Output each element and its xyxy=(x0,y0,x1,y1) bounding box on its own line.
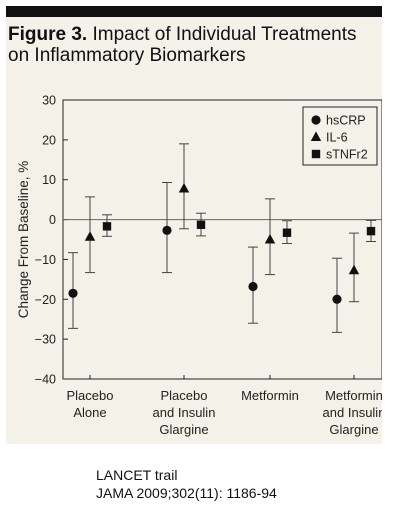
y-axis-label: Change From Baseline, % xyxy=(16,161,31,319)
x-category-label: Placebo xyxy=(67,388,114,403)
caption-line2: JAMA 2009;302(11): 1186-94 xyxy=(96,485,277,501)
y-tick-label: 20 xyxy=(42,133,56,147)
figure-number: Figure 3. xyxy=(8,24,88,45)
y-tick-label: −20 xyxy=(35,293,56,307)
figure-top-bar xyxy=(6,6,382,17)
x-category-label: Metformin xyxy=(241,388,299,403)
figure-title: Figure 3. Impact of Individual Treatment… xyxy=(8,24,380,66)
legend-marker-il6 xyxy=(310,131,322,141)
figure-panel: Figure 3. Impact of Individual Treatment… xyxy=(6,6,382,444)
legend-marker-stnfr2 xyxy=(311,149,321,159)
data-point-stnfr2 xyxy=(102,222,112,231)
caption: LANCET trail JAMA 2009;302(11): 1186-94 xyxy=(96,466,277,502)
data-point-il6 xyxy=(178,182,190,193)
legend-label: sTNFr2 xyxy=(326,148,368,162)
x-category-label: Glargine xyxy=(159,422,208,437)
data-point-il6 xyxy=(84,231,96,241)
chart-plot: 30 20 10 0 −10 −20 −30 −40 Change From Baseline,… xyxy=(16,94,382,437)
caption-line1: LANCET trail xyxy=(96,467,178,483)
data-point-hscrp xyxy=(248,281,258,292)
legend-label: hsCRP xyxy=(326,114,366,128)
x-category-label: Glargine xyxy=(329,422,378,437)
x-category-label: Placebo xyxy=(161,388,208,403)
x-category-label: and Insulin xyxy=(323,405,382,420)
plot-frame xyxy=(62,99,382,380)
y-tick-label: −10 xyxy=(35,253,56,267)
y-tick-label: 10 xyxy=(42,173,56,187)
figure-title-line2: on Inflammatory Biomarkers xyxy=(8,45,246,66)
data-point-hscrp xyxy=(68,288,78,298)
data-point-il6 xyxy=(264,233,276,244)
data-point-stnfr2 xyxy=(196,220,206,229)
y-tick-label: 0 xyxy=(49,213,56,227)
data-point-hscrp xyxy=(332,294,342,304)
y-tick-label: −40 xyxy=(35,373,56,387)
data-point-stnfr2 xyxy=(366,226,376,236)
figure-title-line1: Impact of Individual Treatments xyxy=(92,24,357,45)
y-tick-label: −30 xyxy=(35,333,56,347)
data-point-stnfr2 xyxy=(282,228,292,237)
x-category-label: Alone xyxy=(73,405,106,420)
legend-label: IL-6 xyxy=(326,131,348,145)
x-category-label: and Insulin xyxy=(153,405,216,420)
y-tick-label: 30 xyxy=(42,94,56,108)
data-point-il6 xyxy=(348,264,360,275)
legend-marker-hscrp xyxy=(311,115,321,125)
x-category-label: Metformin xyxy=(325,388,382,403)
data-point-hscrp xyxy=(162,225,172,235)
